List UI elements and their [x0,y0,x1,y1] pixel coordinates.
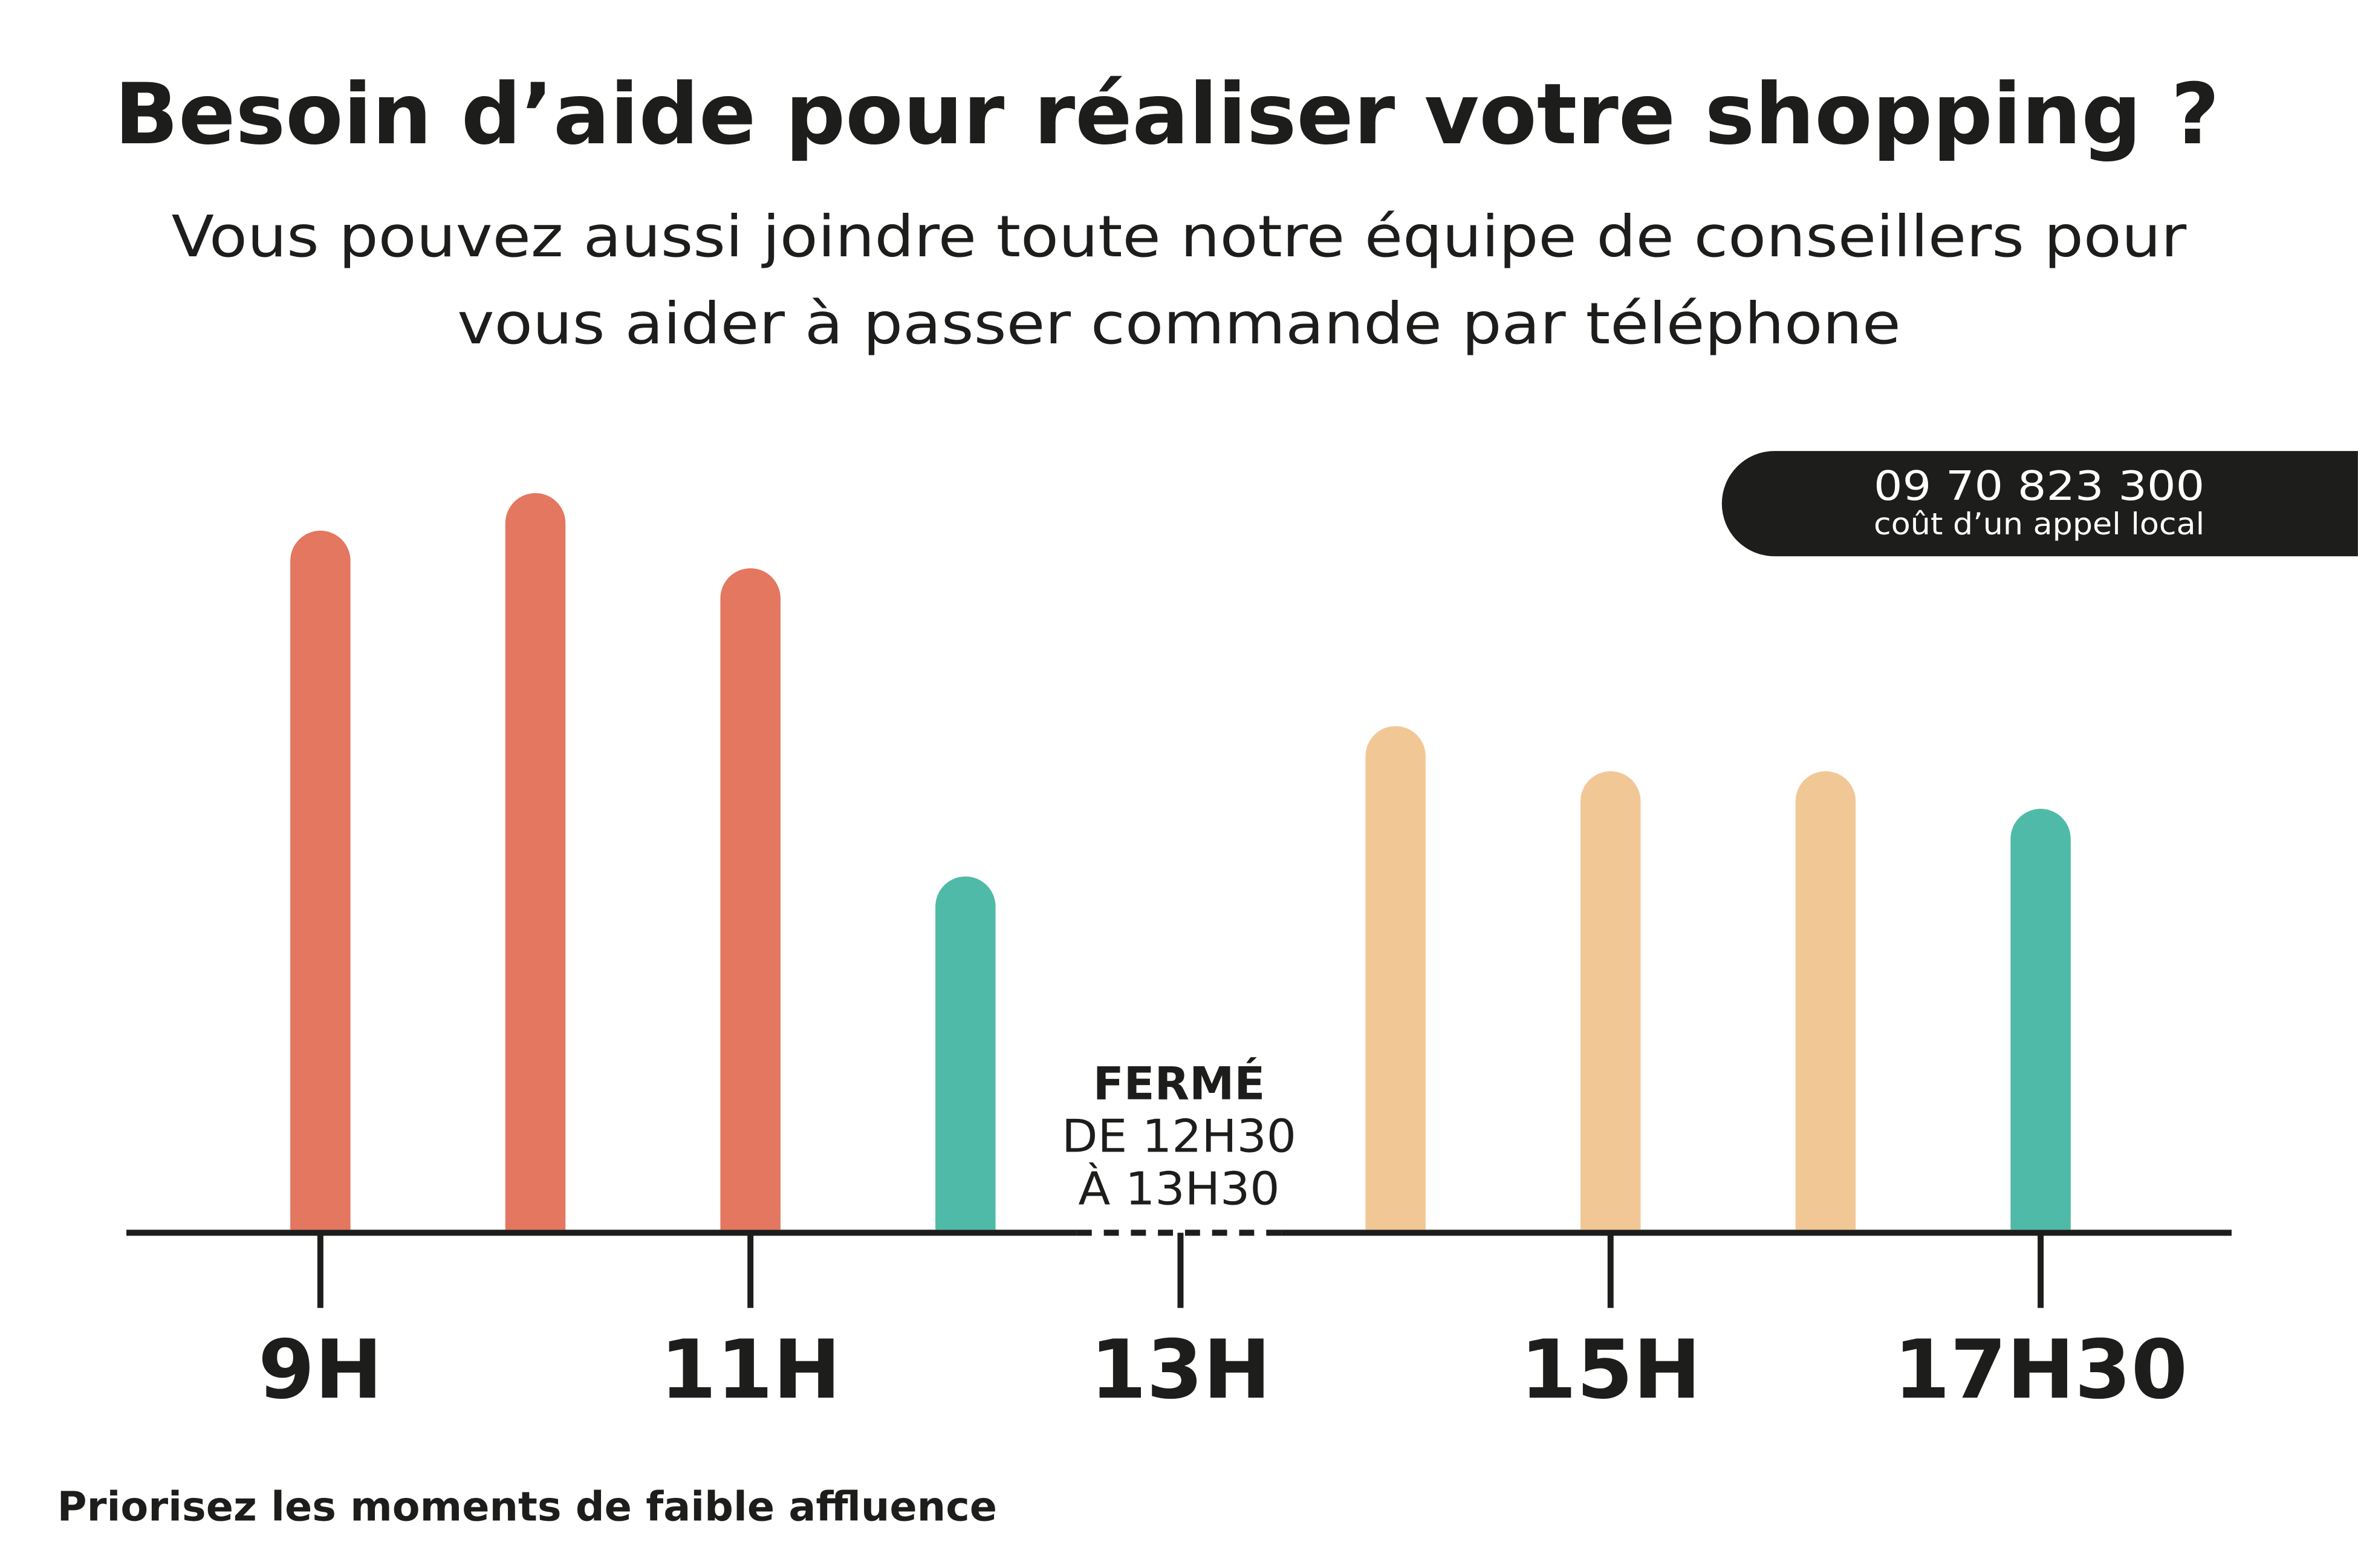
footnote: Priorisez les moments de faible affluenc… [57,1483,997,1531]
bar [2010,809,2071,1230]
x-tick-label: 15H [1520,1322,1701,1417]
x-tick-label: 13H [1090,1322,1271,1417]
x-tick-label: 17H30 [1894,1322,2187,1417]
bar [505,493,566,1230]
x-tick-label: 9H [258,1322,383,1417]
phone-badge [1721,451,2358,557]
bar [290,530,351,1230]
x-tick-label: 11H [660,1322,841,1417]
subtitle: Vous pouvez aussi joindre toute notre éq… [172,204,2187,270]
closed-note: À 13H30 [1078,1162,1279,1216]
bar [1795,771,1856,1230]
closed-note: DE 12H30 [1062,1110,1296,1163]
phone-note: coût d’un appel local [1874,507,2204,542]
subtitle: vous aider à passer commande par télépho… [457,291,1901,357]
bar [935,876,996,1230]
bar [720,568,781,1230]
phone-number: 09 70 823 300 [1874,462,2204,510]
chart-title: Besoin d’aide pour réaliser votre shoppi… [114,65,2220,163]
bar [1580,771,1641,1230]
bar [1365,726,1426,1230]
closed-note: FERMÉ [1093,1057,1265,1110]
